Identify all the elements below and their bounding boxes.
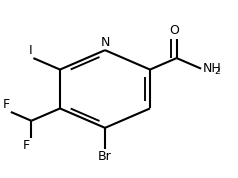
Text: I: I [29,44,32,57]
Text: 2: 2 [215,67,220,76]
Text: Br: Br [98,150,112,163]
Text: NH: NH [202,62,221,75]
Text: N: N [100,36,110,49]
Text: F: F [3,98,10,111]
Text: F: F [23,139,30,152]
Text: O: O [169,24,179,37]
